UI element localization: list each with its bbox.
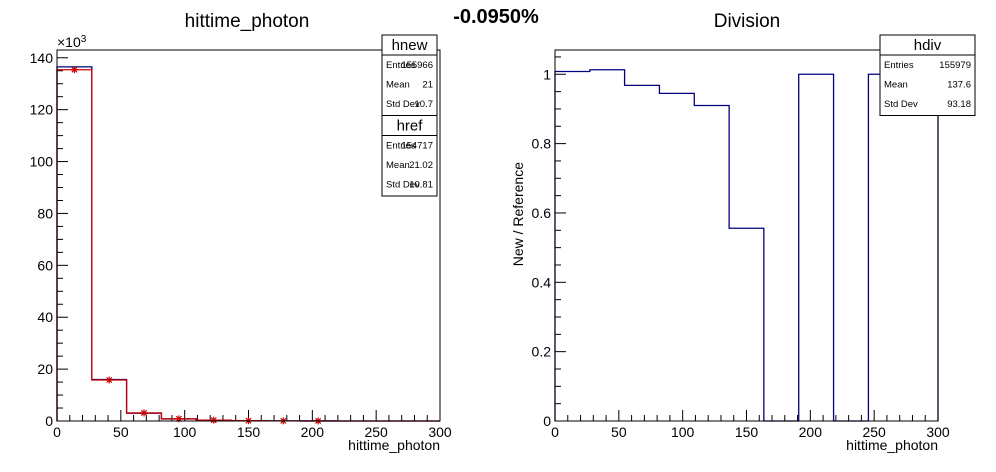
y-tick-label: 40 (37, 309, 53, 325)
x-tick-label: 0 (551, 424, 559, 440)
right-plot-frame (554, 49, 939, 422)
stats-row-value: 21.02 (409, 160, 433, 171)
x-tick-label: 0 (53, 424, 61, 440)
left-y-multiplier-exp: 3 (81, 34, 87, 45)
right-y-axis-label: New / Reference (510, 162, 526, 266)
left-x-axis-label: hittime_photon (348, 437, 440, 453)
y-tick-label: 0 (543, 413, 551, 429)
right-series (554, 69, 939, 422)
x-tick-label: 250 (862, 424, 886, 440)
left-axis-ticks: 0 50 100 150 200 250 300 0 20 40 60 80 100 120 140 (30, 50, 452, 440)
stats-box-title: hdiv (914, 37, 942, 54)
stats-row-value: 154717 (401, 141, 433, 152)
y-tick-label: 0 (45, 413, 53, 429)
x-tick-label: 100 (671, 424, 695, 440)
stats-row-label: Entries (386, 60, 416, 71)
stats-row-value: 93.18 (947, 99, 971, 110)
stats-row-value: 21 (422, 80, 433, 91)
left-y-multiplier: ×103 (57, 34, 87, 50)
left-histogram-panel: hittime_photon hittime_photon ×103 0 50 10… (30, 11, 452, 453)
stats-row-label: Mean (386, 160, 410, 171)
y-tick-label: 0.2 (532, 344, 552, 360)
stats-row-value: 137.6 (947, 80, 971, 91)
right-division-panel: Division hittime_photon New / Reference … (510, 11, 976, 453)
stats-row-label: Mean (884, 80, 908, 91)
stats-row-label: Entries (386, 141, 416, 152)
series-line-hdiv (554, 69, 939, 422)
stats-row-value: 155979 (939, 60, 971, 71)
data-point-href (105, 376, 113, 384)
stats-row-label: Entries (884, 60, 914, 71)
stats-box-title: href (397, 118, 424, 135)
x-tick-label: 50 (611, 424, 627, 440)
y-tick-label: 0.8 (532, 136, 552, 152)
y-tick-label: 100 (30, 154, 54, 170)
data-point-href (70, 66, 78, 74)
data-point-href (210, 416, 218, 424)
stats-row-label: Std Dev (884, 99, 918, 110)
stats-box-title: hnew (392, 37, 428, 54)
x-tick-label: 200 (799, 424, 823, 440)
y-tick-label: 140 (30, 50, 54, 66)
right-axis-ticks: 0 50 100 150 200 250 300 0 0.2 0.4 0.6 0.8 1 (532, 56, 950, 440)
stats-row-value: 10.81 (409, 180, 433, 191)
x-tick-label: 300 (926, 424, 950, 440)
x-tick-label: 300 (428, 424, 452, 440)
x-tick-label: 150 (237, 424, 261, 440)
stats-row-label: Std Dev (386, 180, 420, 191)
x-tick-label: 200 (301, 424, 325, 440)
left-chart-title: hittime_photon (185, 11, 310, 32)
difference-label: -0.0950% (453, 6, 539, 28)
stats-row-value: 10.7 (415, 99, 434, 110)
stats-row-label: Mean (386, 80, 410, 91)
right-x-axis-label: hittime_photon (846, 437, 938, 453)
x-tick-label: 100 (173, 424, 197, 440)
x-tick-label: 250 (364, 424, 388, 440)
x-tick-label: 150 (735, 424, 759, 440)
y-tick-label: 60 (37, 257, 53, 273)
stats-row-value: 155966 (401, 60, 433, 71)
y-tick-label: 1 (543, 66, 551, 82)
left-y-multiplier-base: ×10 (57, 34, 81, 50)
left-plot-frame (56, 49, 441, 422)
stats-row-label: Std Dev (386, 99, 420, 110)
y-tick-label: 20 (37, 361, 53, 377)
y-tick-label: 0.6 (532, 205, 552, 221)
y-tick-label: 0.4 (532, 274, 552, 290)
y-tick-label: 120 (30, 102, 54, 118)
right-chart-title: Division (714, 11, 781, 32)
x-tick-label: 50 (113, 424, 129, 440)
y-tick-label: 80 (37, 205, 53, 221)
data-point-href (140, 409, 148, 417)
